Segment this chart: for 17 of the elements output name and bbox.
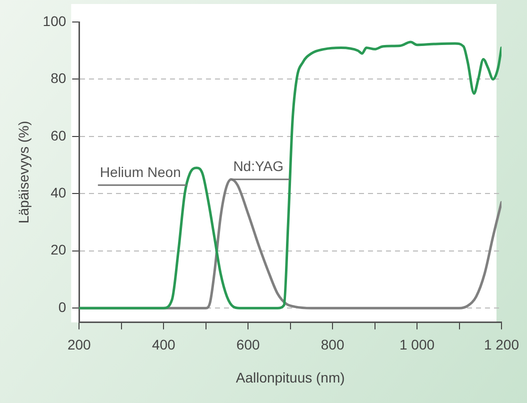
x-tick-label: 1 200	[484, 336, 520, 353]
y-tick-label: 100	[42, 12, 66, 29]
y-tick-label: 20	[50, 242, 66, 258]
y-axis-title: Läpäisevyys (%)	[15, 120, 32, 224]
x-tick-label: 400	[152, 336, 176, 353]
x-axis-title: Aallonpituus (nm)	[236, 369, 345, 386]
line-series	[79, 40, 502, 310]
annotation: Helium Neon	[100, 164, 181, 180]
y-tick-label: 60	[50, 127, 66, 144]
x-tick-label: 600	[236, 336, 260, 353]
y-tick-label: 80	[50, 70, 66, 86]
annotation: Nd:YAG	[233, 158, 284, 174]
y-tick-label: 0	[58, 298, 66, 315]
x-tick-label: 800	[320, 336, 344, 353]
x-tick-label: 1 000	[399, 336, 435, 353]
x-tick-label: 200	[67, 336, 92, 353]
y-tick-label: 40	[50, 184, 66, 201]
